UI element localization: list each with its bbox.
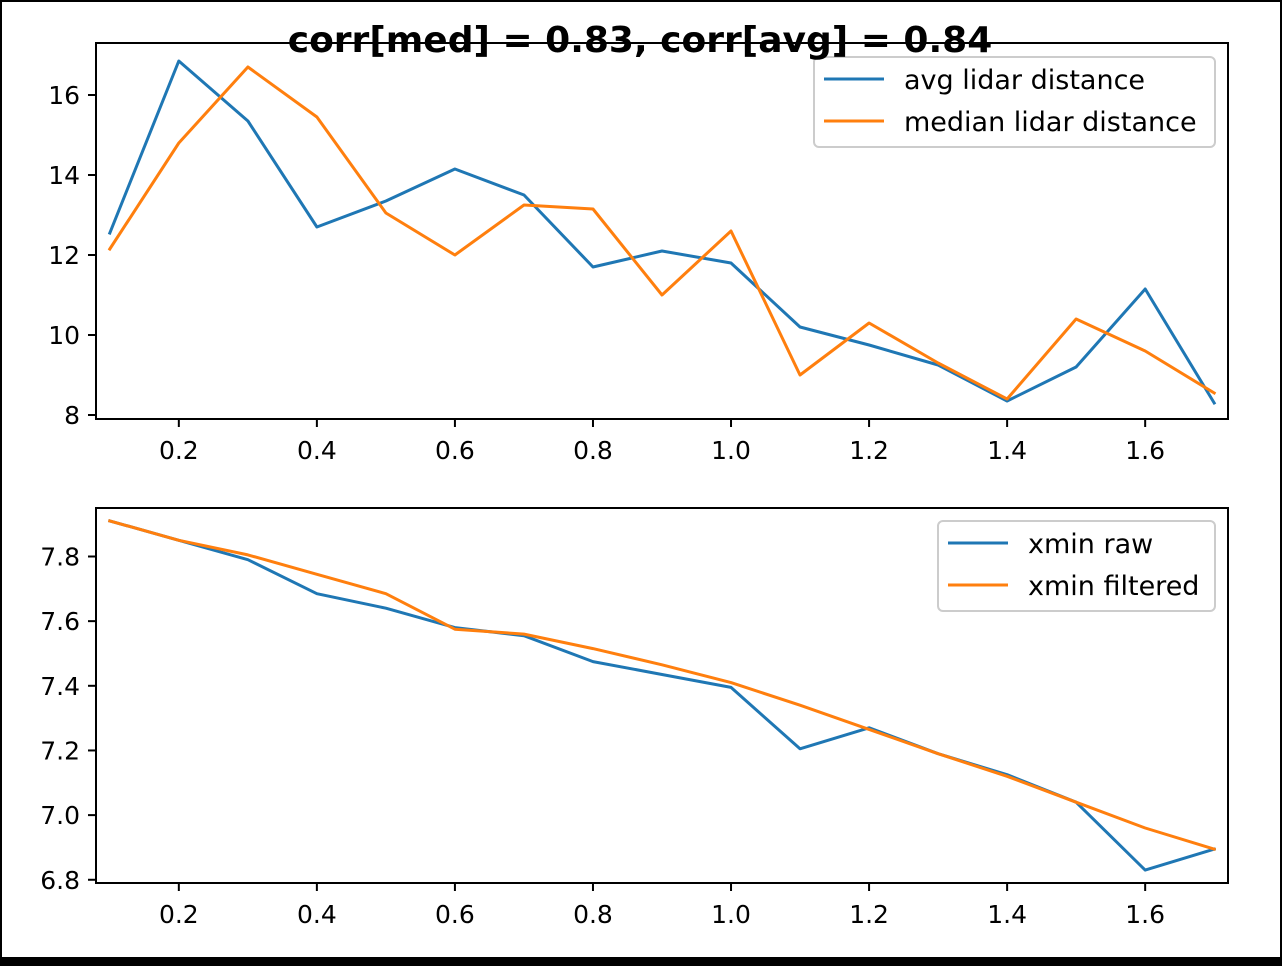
axes-frame [95,42,1229,420]
series-line-2 [107,519,1217,851]
x-tick-label: 0.4 [297,900,337,929]
x-tick-label: 0.2 [159,900,199,929]
subplot-2: 0.2 0.4 0.6 0.8 1.0 1.2 1.4 1.6 6.8 7.0 7.2 7.4 7.6 7… [40,507,1229,929]
x-tick-label: 0.6 [435,436,475,465]
axes-frame [95,507,1229,884]
y-tick-label: 7.4 [40,672,80,701]
x-tick-label: 0.4 [297,436,337,465]
y-tick-label: 7.0 [40,801,80,830]
legend-label-2: median lidar distance [904,107,1197,138]
x-tick-label: 0.8 [573,900,613,929]
x-tick-label: 1.2 [849,436,889,465]
series-line-2 [107,65,1217,401]
y-tick-label: 7.2 [40,736,80,765]
x-tick-label: 1.4 [987,900,1027,929]
legend: xmin raw xmin filtered [937,520,1216,612]
y-tick-label: 16 [48,81,80,110]
plots-layer: 0.2 0.4 0.6 0.8 1.0 1.2 1.4 1.6 8 10 12 14 16 avg lid… [40,42,1229,929]
x-tick-label: 1.4 [987,436,1027,465]
bottom-edge-bar [0,959,1282,966]
x-tick-label: 1.6 [1125,900,1165,929]
x-tick-label: 0.6 [435,900,475,929]
y-tick-label: 12 [48,241,80,270]
legend: avg lidar distance median lidar distance [813,56,1216,148]
x-tick-label: 1.6 [1125,436,1165,465]
legend-label-1: xmin raw [1028,529,1153,560]
x-tick-label: 0.2 [159,436,199,465]
y-tick-label: 10 [48,321,80,350]
x-tick-label: 1.2 [849,900,889,929]
legend-box [813,56,1216,148]
y-tick-label: 7.8 [40,542,80,571]
y-tick-label: 6.8 [40,866,80,895]
x-tick-label: 1.0 [711,900,751,929]
legend-label-2: xmin filtered [1028,571,1199,602]
y-tick-label: 7.6 [40,607,80,636]
legend-label-1: avg lidar distance [904,65,1145,96]
subplot-1: 0.2 0.4 0.6 0.8 1.0 1.2 1.4 1.6 8 10 12 14 16 avg lid… [48,42,1229,465]
y-tick-label: 8 [64,401,80,430]
y-tick-label: 14 [48,161,80,190]
x-tick-label: 0.8 [573,436,613,465]
series-line-1 [107,59,1217,406]
x-tick-label: 1.0 [711,436,751,465]
figure-title: corr[med] = 0.83, corr[avg] = 0.84 [288,20,993,61]
